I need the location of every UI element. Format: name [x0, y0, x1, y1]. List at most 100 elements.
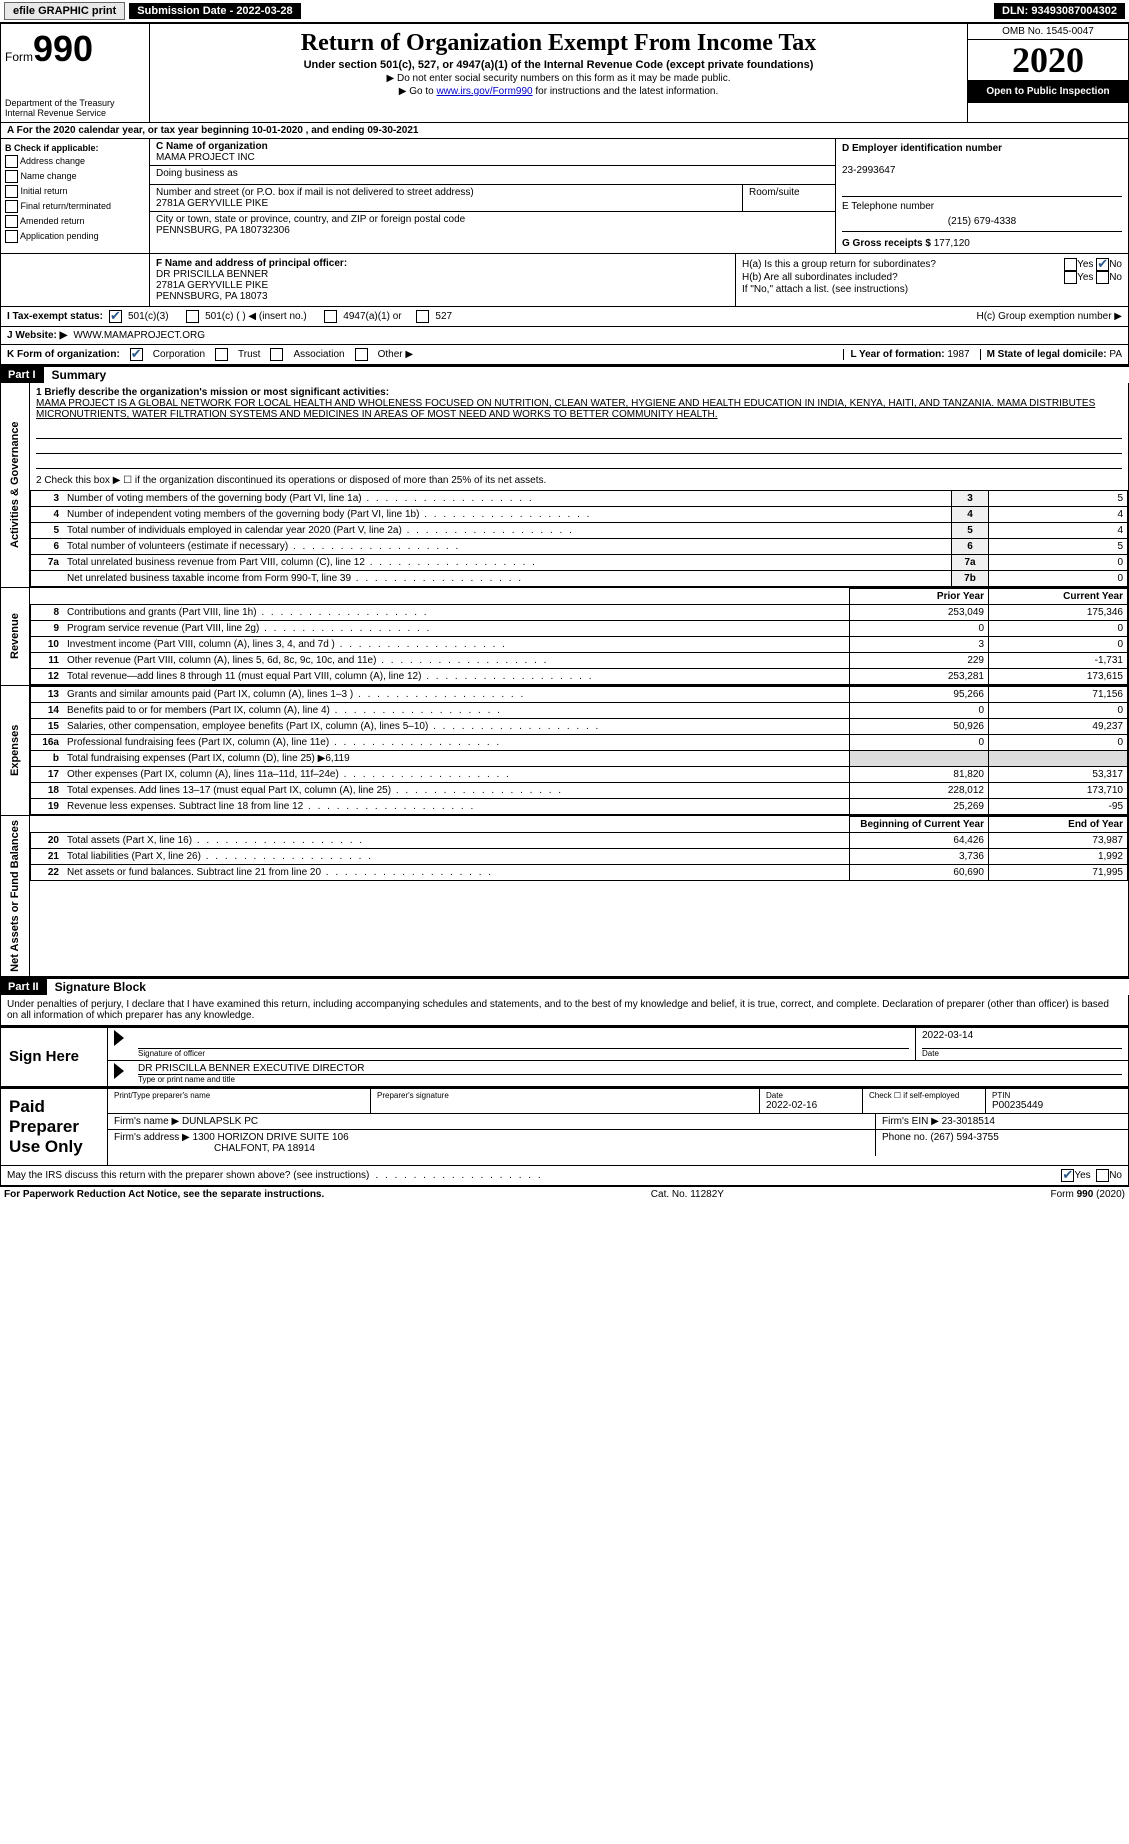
- dots: [375, 1170, 542, 1181]
- state-domicile: PA: [1109, 349, 1122, 360]
- discuss-yes: Yes: [1074, 1170, 1090, 1181]
- goto-pre: ▶ Go to: [399, 86, 437, 97]
- prep-name-label: Print/Type preparer's name: [114, 1091, 364, 1100]
- hc-label: H(c) Group exemption number ▶: [976, 311, 1122, 322]
- cb-assoc[interactable]: [270, 348, 283, 361]
- governance-block: Activities & Governance 1 Briefly descri…: [0, 383, 1129, 588]
- dept-treasury: Department of the Treasury: [5, 98, 145, 108]
- expenses-table: 13Grants and similar amounts paid (Part …: [30, 686, 1128, 815]
- officer-name: DR PRISCILLA BENNER: [156, 269, 268, 280]
- identity-grid: B Check if applicable: Address change Na…: [0, 139, 1129, 254]
- cb-final-return[interactable]: [5, 200, 18, 213]
- telephone: (215) 679-4338: [842, 212, 1122, 231]
- firm-addr1: 1300 HORIZON DRIVE SUITE 106: [193, 1132, 349, 1143]
- room-suite-label: Room/suite: [743, 185, 835, 211]
- org-address: 2781A GERYVILLE PIKE: [156, 198, 268, 209]
- org-city: PENNSBURG, PA 180732306: [156, 225, 290, 236]
- sig-date-val: 2022-03-14: [922, 1030, 1122, 1048]
- cb-501c[interactable]: [186, 310, 199, 323]
- year-formation: 1987: [947, 349, 969, 360]
- opt-initial-return: Initial return: [21, 186, 68, 196]
- opt-app-pending: Application pending: [20, 231, 99, 241]
- opt-final-return: Final return/terminated: [21, 201, 112, 211]
- discuss-no: No: [1109, 1170, 1122, 1181]
- cb-discuss-yes[interactable]: [1061, 1169, 1074, 1182]
- form-header: Form990 Department of the Treasury Inter…: [0, 23, 1129, 123]
- omb-number: OMB No. 1545-0047: [968, 24, 1128, 40]
- section-e-label: E Telephone number: [842, 201, 934, 212]
- opt-assoc: Association: [293, 349, 344, 360]
- paid-preparer-block: Paid Preparer Use Only Print/Type prepar…: [0, 1087, 1129, 1166]
- tab-netassets: Net Assets or Fund Balances: [1, 816, 30, 976]
- dln: DLN: 93493087004302: [994, 3, 1125, 19]
- opt-501c3: 501(c)(3): [128, 311, 169, 322]
- form-title: Return of Organization Exempt From Incom…: [154, 30, 963, 57]
- cb-amended[interactable]: [5, 215, 18, 228]
- ein: 23-2993647: [842, 165, 895, 176]
- addr-label: Number and street (or P.O. box if mail i…: [156, 187, 474, 198]
- line-i: I Tax-exempt status: 501(c)(3) 501(c) ( …: [0, 307, 1129, 327]
- blank-line: [36, 426, 1122, 439]
- form990-link[interactable]: www.irs.gov/Form990: [436, 86, 532, 97]
- tax-year: 2020: [968, 40, 1128, 80]
- footer-left: For Paperwork Reduction Act Notice, see …: [4, 1189, 324, 1200]
- line-j-label: J Website: ▶: [7, 330, 67, 341]
- triangle-icon: [114, 1030, 124, 1046]
- dba-label: Doing business as: [156, 168, 238, 179]
- line-j: J Website: ▶ WWW.MAMAPROJECT.ORG: [0, 327, 1129, 345]
- cb-hb-yes[interactable]: [1064, 271, 1077, 284]
- section-c-label: C Name of organization: [156, 141, 268, 152]
- officer-addr2: PENNSBURG, PA 18073: [156, 291, 268, 302]
- firm-ein: 23-3018514: [942, 1116, 995, 1127]
- cb-trust[interactable]: [215, 348, 228, 361]
- revenue-block: Revenue Prior YearCurrent Year8Contribut…: [0, 588, 1129, 686]
- opt-amended: Amended return: [20, 216, 85, 226]
- goto-post: for instructions and the latest informat…: [533, 86, 719, 97]
- cb-initial-return[interactable]: [5, 185, 18, 198]
- cb-ha-no[interactable]: [1096, 258, 1109, 271]
- open-inspection: Open to Public Inspection: [968, 80, 1128, 103]
- top-bar: efile GRAPHIC print Submission Date - 20…: [0, 0, 1129, 23]
- footer-right-pre: Form: [1051, 1189, 1077, 1200]
- opt-501c: 501(c) ( ) ◀ (insert no.): [205, 311, 307, 322]
- officer-typed-name: DR PRISCILLA BENNER EXECUTIVE DIRECTOR: [138, 1063, 1122, 1074]
- section-d-label: D Employer identification number: [842, 143, 1002, 154]
- city-label: City or town, state or province, country…: [156, 214, 465, 225]
- cb-4947[interactable]: [324, 310, 337, 323]
- part2-label: Part II: [0, 979, 47, 995]
- expenses-block: Expenses 13Grants and similar amounts pa…: [0, 686, 1129, 816]
- discuss-label: May the IRS discuss this return with the…: [7, 1170, 369, 1181]
- cb-hb-no[interactable]: [1096, 271, 1109, 284]
- gross-receipts: 177,120: [934, 238, 970, 249]
- tab-revenue: Revenue: [1, 588, 30, 685]
- prep-date-label: Date: [766, 1091, 856, 1100]
- section-b-header: B Check if applicable:: [5, 143, 145, 153]
- type-name-label: Type or print name and title: [138, 1074, 1122, 1084]
- ha-no: No: [1109, 259, 1122, 270]
- section-f-label: F Name and address of principal officer:: [156, 258, 347, 269]
- submission-date: Submission Date - 2022-03-28: [129, 3, 300, 19]
- efile-button[interactable]: efile GRAPHIC print: [4, 2, 125, 20]
- blank-line: [36, 441, 1122, 454]
- cb-ha-yes[interactable]: [1064, 258, 1077, 271]
- cb-other[interactable]: [355, 348, 368, 361]
- firm-addr2: CHALFONT, PA 18914: [114, 1143, 315, 1154]
- check-self-employed: Check ☐ if self-employed: [863, 1089, 986, 1113]
- firm-name-label: Firm's name ▶: [114, 1116, 179, 1127]
- opt-address-change: Address change: [20, 156, 85, 166]
- opt-527: 527: [435, 311, 452, 322]
- tab-expenses: Expenses: [1, 686, 30, 815]
- opt-4947: 4947(a)(1) or: [343, 311, 401, 322]
- sig-officer-label: Signature of officer: [138, 1048, 909, 1058]
- cb-corp[interactable]: [130, 348, 143, 361]
- cb-527[interactable]: [416, 310, 429, 323]
- l1-label: 1 Briefly describe the organization's mi…: [36, 387, 389, 398]
- cb-name-change[interactable]: [5, 170, 18, 183]
- cb-501c3[interactable]: [109, 310, 122, 323]
- section-g-label: G Gross receipts $: [842, 238, 931, 249]
- cb-address-change[interactable]: [5, 155, 18, 168]
- hb-note: If "No," attach a list. (see instruction…: [742, 284, 1122, 295]
- firm-ein-label: Firm's EIN ▶: [882, 1116, 939, 1127]
- cb-app-pending[interactable]: [5, 230, 18, 243]
- cb-discuss-no[interactable]: [1096, 1169, 1109, 1182]
